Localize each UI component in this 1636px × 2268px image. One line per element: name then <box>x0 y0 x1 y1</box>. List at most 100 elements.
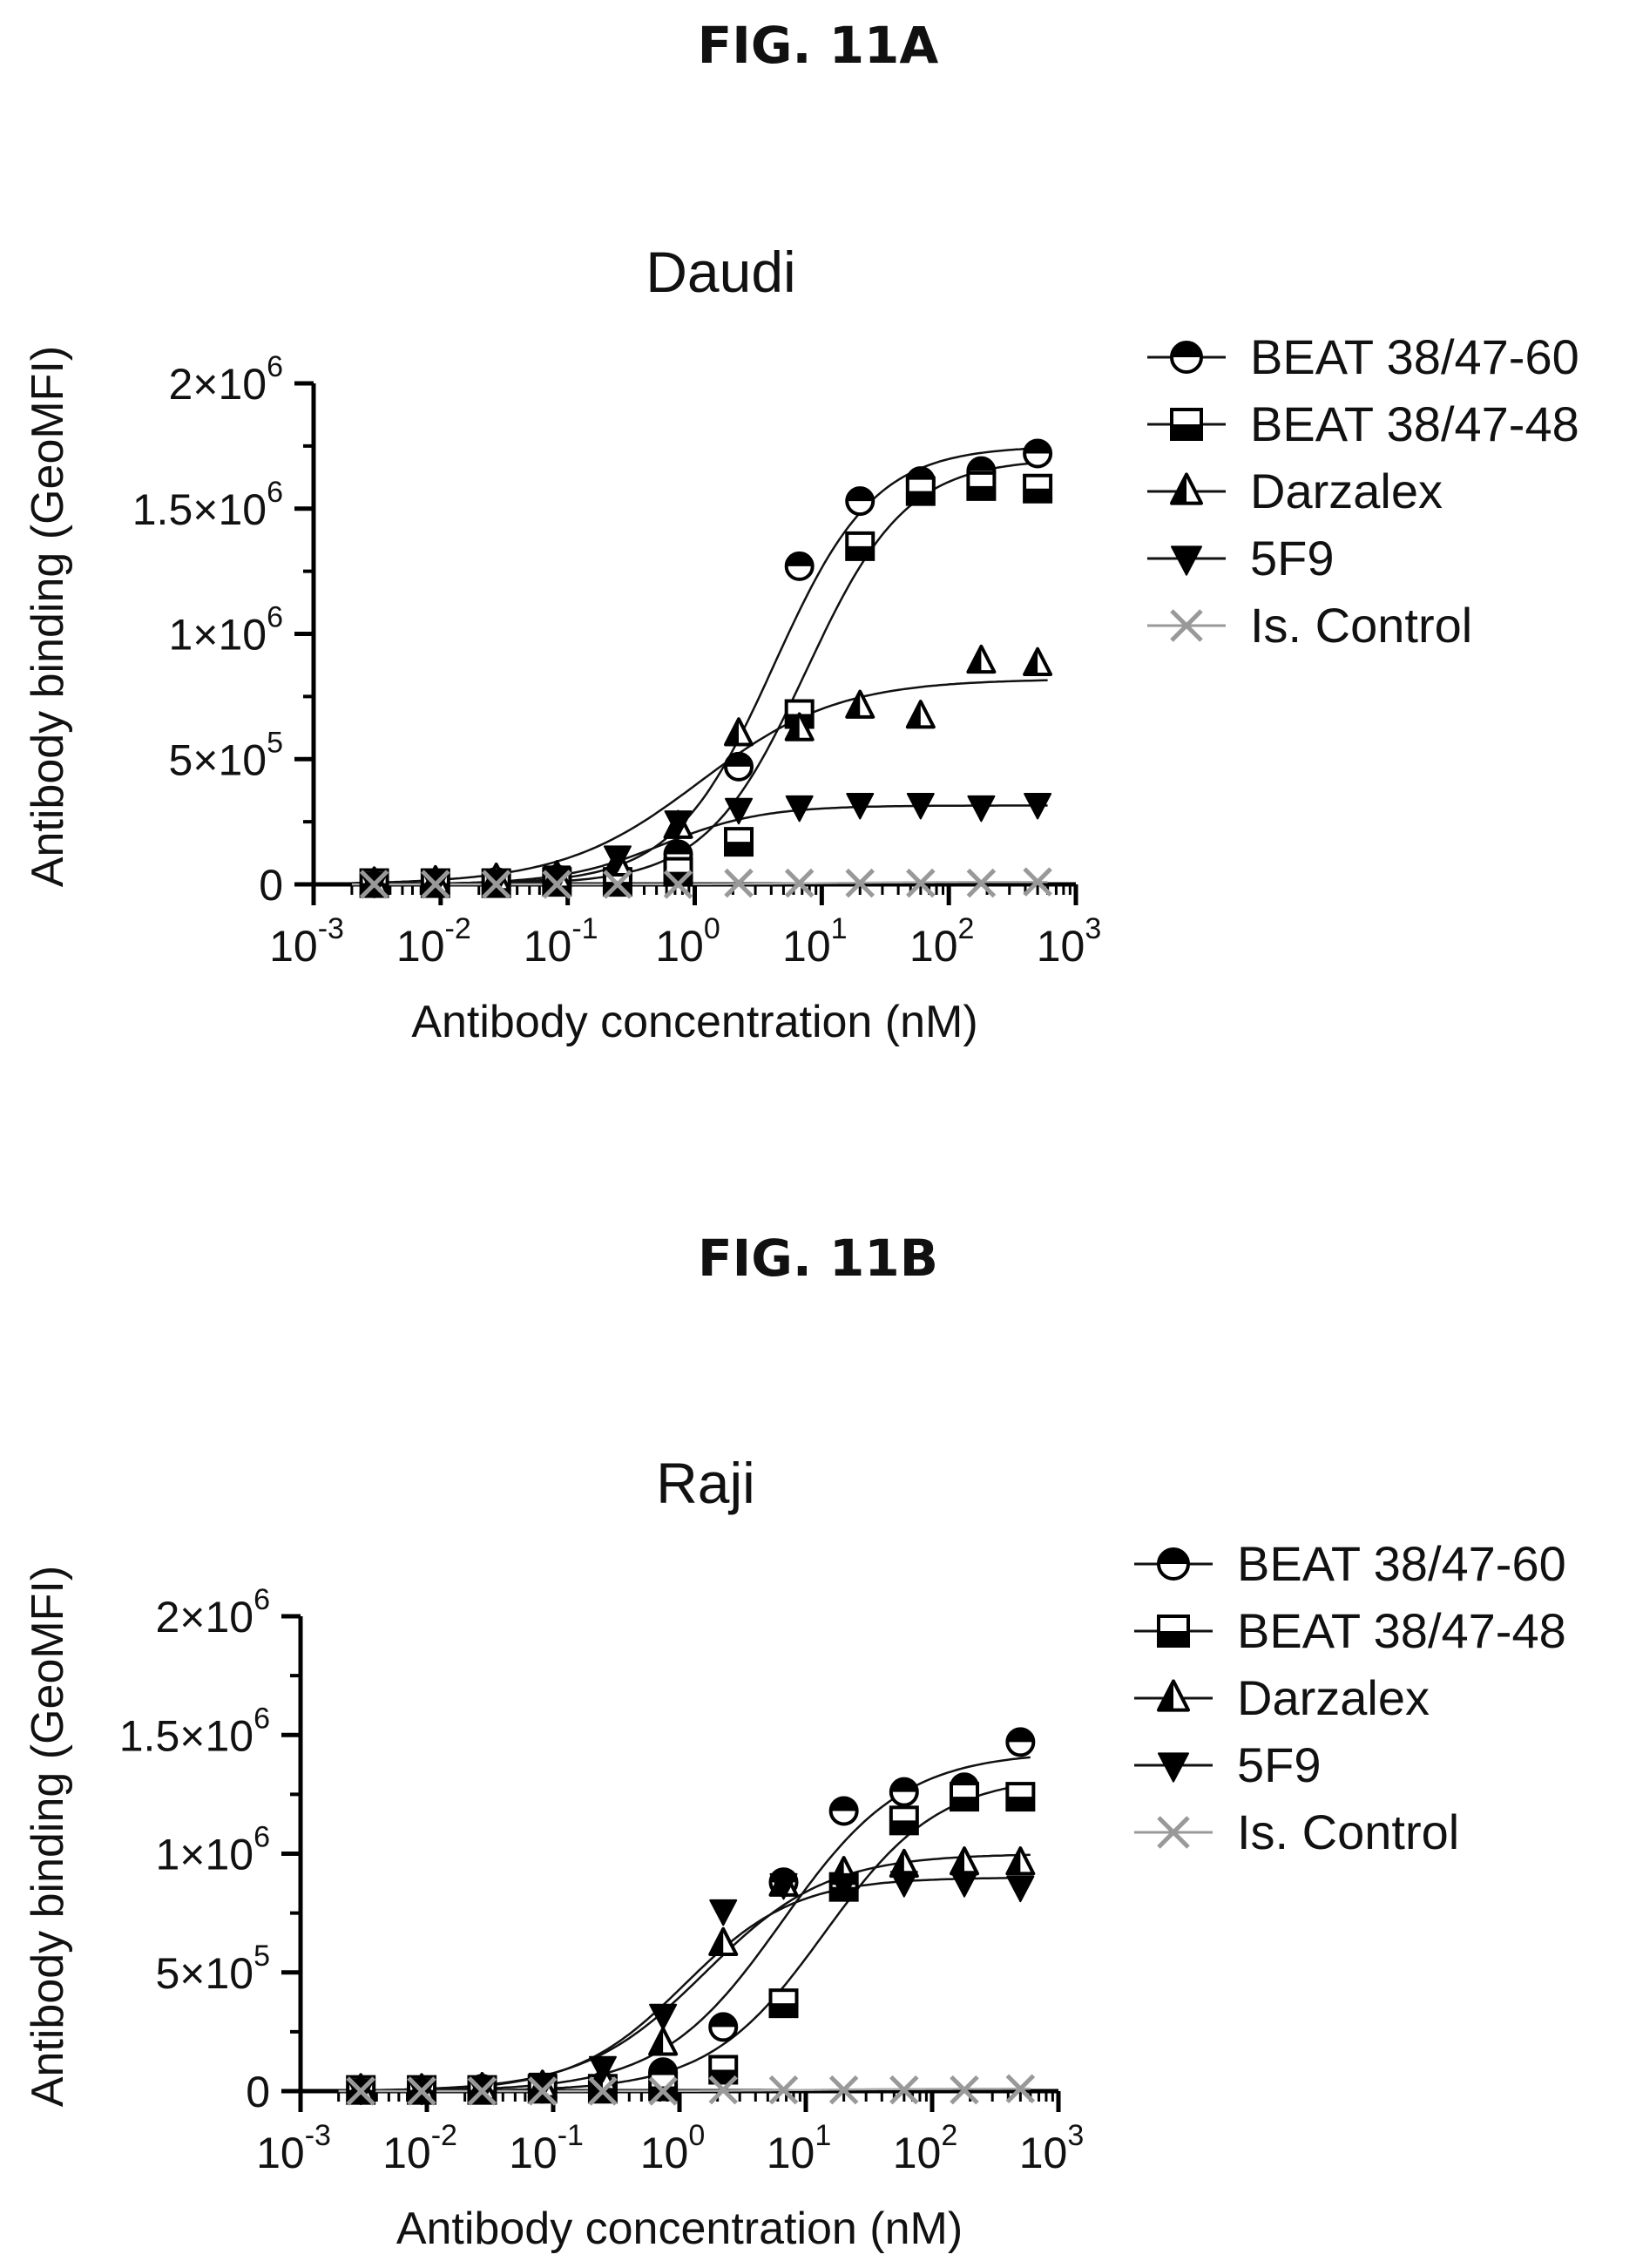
fit-curve-beat-38-47-60 <box>338 1756 1031 2092</box>
data-point-is-control <box>828 2075 859 2105</box>
legend-marker-darzalex <box>1157 1679 1190 1712</box>
data-point-is-control <box>1005 2074 1036 2104</box>
data-point-beat-38-47-48 <box>768 1988 799 2019</box>
data-point-is-control <box>950 2075 979 2105</box>
data-point-5f9 <box>769 1872 798 1900</box>
x-tick-label: 100 <box>655 912 720 971</box>
legend-label: 5F9 <box>1250 531 1335 586</box>
data-point-is-control <box>768 2075 799 2105</box>
y-axis-label: Antibody binding (GeoMFI) <box>23 1566 73 2107</box>
y-tick-label: 1×106 <box>168 601 283 660</box>
legend-marker-is-control <box>1157 1816 1190 1849</box>
x-axis-label: Antibody concentration (nM) <box>396 2204 963 2254</box>
legend-marker-5f9 <box>1158 1752 1189 1783</box>
legend-item-is-control: Is. Control <box>1134 1804 1459 1859</box>
x-tick-label: 102 <box>909 912 975 971</box>
fit-curve-beat-38-47-60 <box>351 446 1048 886</box>
legend-item-darzalex: Darzalex <box>1147 464 1443 518</box>
legend-item-5f9: 5F9 <box>1134 1737 1322 1792</box>
data-point-is-control <box>359 870 389 899</box>
data-point-beat-38-47-60 <box>724 751 754 782</box>
data-point-is-control <box>845 868 875 898</box>
data-point-darzalex <box>966 644 997 674</box>
data-point-is-control <box>588 2076 618 2106</box>
fit-curve-is-control <box>338 2088 1031 2093</box>
legend-item-is-control: Is. Control <box>1147 598 1472 653</box>
fit-curve-is-control <box>351 880 1048 886</box>
x-tick-label: 10-2 <box>396 912 471 971</box>
data-point-5f9 <box>1006 1875 1035 1903</box>
legend-marker-5f9 <box>1171 545 1202 576</box>
data-point-is-control <box>527 2076 558 2106</box>
legend-item-beat-38-47-48: BEAT 38/47-48 <box>1147 396 1579 451</box>
x-tick-label: 103 <box>1019 2119 1085 2177</box>
figure-label-a: FIG. 11A <box>697 16 939 75</box>
y-tick-label: 0 <box>259 861 283 910</box>
data-point-darzalex <box>708 1926 739 1957</box>
data-point-5f9 <box>906 793 935 820</box>
data-point-5f9 <box>649 2003 678 2031</box>
data-point-is-control <box>889 2075 919 2105</box>
data-point-is-control <box>467 2076 497 2106</box>
legend-label: Is. Control <box>1250 598 1472 653</box>
x-tick-label: 10-3 <box>269 912 344 971</box>
data-point-darzalex <box>1005 1846 1036 1876</box>
x-tick-label: 10-1 <box>524 912 598 971</box>
x-tick-label: 10-2 <box>382 2119 457 2177</box>
data-point-darzalex <box>845 689 875 719</box>
x-tick-label: 10-1 <box>509 2119 584 2177</box>
data-point-beat-38-47-48 <box>905 476 936 506</box>
data-point-5f9 <box>725 797 754 825</box>
data-point-beat-38-47-48 <box>663 856 693 887</box>
data-point-is-control <box>407 2076 436 2106</box>
data-point-beat-38-47-60 <box>845 486 875 517</box>
data-point-5f9 <box>829 1872 858 1900</box>
legend-label: BEAT 38/47-48 <box>1250 396 1579 451</box>
data-point-5f9 <box>709 1899 738 1926</box>
data-point-5f9 <box>785 795 814 823</box>
y-tick-label: 5×105 <box>168 726 283 784</box>
legend-label: Is. Control <box>1237 1804 1459 1859</box>
data-point-darzalex <box>724 717 754 747</box>
data-point-is-control <box>906 868 936 898</box>
y-tick-label: 2×106 <box>168 350 283 409</box>
data-point-beat-38-47-48 <box>1005 1782 1036 1812</box>
data-point-is-control <box>481 870 511 899</box>
data-point-darzalex <box>648 2027 679 2056</box>
legend-label: BEAT 38/47-60 <box>1250 329 1579 384</box>
data-point-5f9 <box>1024 793 1052 820</box>
data-point-is-control <box>346 2076 375 2106</box>
data-point-beat-38-47-60 <box>1005 1727 1036 1757</box>
legend-marker-beat-38-47-48 <box>1170 408 1203 441</box>
x-tick-label: 101 <box>767 2119 832 2177</box>
chart-title: Daudi <box>646 240 795 304</box>
data-point-beat-38-47-48 <box>966 471 997 501</box>
data-point-5f9 <box>950 1871 979 1898</box>
y-tick-label: 2×106 <box>155 1583 270 1642</box>
y-tick-label: 5×105 <box>155 1940 270 1998</box>
data-point-darzalex <box>905 700 936 729</box>
legend-label: Darzalex <box>1237 1670 1430 1725</box>
data-point-is-control <box>708 2075 738 2105</box>
data-point-beat-38-47-60 <box>784 551 815 581</box>
data-point-is-control <box>1023 867 1052 897</box>
fit-curve-5f9 <box>351 804 1048 886</box>
data-point-5f9 <box>603 845 632 872</box>
legend-marker-beat-38-47-60 <box>1157 1547 1190 1581</box>
data-point-beat-38-47-60 <box>889 1777 919 1807</box>
y-axis-label: Antibody binding (GeoMFI) <box>23 346 73 887</box>
data-point-beat-38-47-48 <box>1023 473 1053 504</box>
legend-label: Darzalex <box>1250 464 1443 518</box>
y-tick-label: 1.5×106 <box>132 476 283 534</box>
data-point-is-control <box>421 870 450 899</box>
data-point-is-control <box>663 870 693 899</box>
x-tick-label: 102 <box>893 2119 958 2177</box>
data-point-is-control <box>648 2076 678 2106</box>
data-point-beat-38-47-48 <box>724 827 754 857</box>
data-point-is-control <box>603 870 632 899</box>
fit-curve-beat-38-47-48 <box>351 460 1048 886</box>
x-tick-label: 103 <box>1037 912 1102 971</box>
data-point-is-control <box>966 868 997 898</box>
x-tick-label: 10-3 <box>256 2119 331 2177</box>
data-point-is-control <box>542 870 572 899</box>
